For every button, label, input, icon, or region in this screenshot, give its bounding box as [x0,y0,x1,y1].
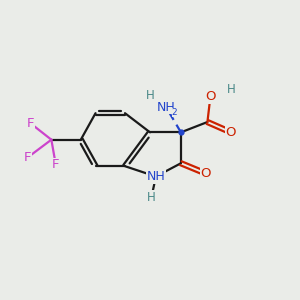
Text: O: O [226,126,236,139]
Text: 2: 2 [172,108,177,117]
Text: H: H [147,190,156,204]
Text: H: H [226,83,235,96]
Text: O: O [205,91,216,103]
Text: F: F [27,117,34,130]
Text: O: O [201,167,211,180]
Text: F: F [24,151,32,164]
Text: NH: NH [146,170,165,183]
Text: F: F [52,158,59,171]
Text: NH: NH [157,101,176,114]
Text: H: H [146,89,154,102]
